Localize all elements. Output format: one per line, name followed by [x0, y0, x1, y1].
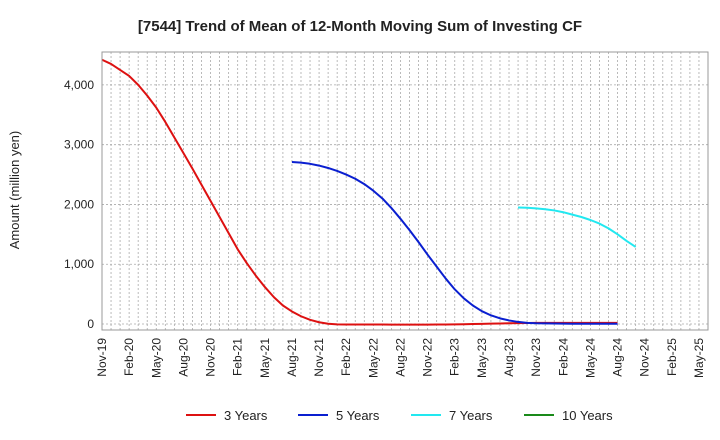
x-tick-label: Feb-24	[556, 338, 570, 376]
x-tick-label: Feb-21	[231, 338, 245, 376]
series-line-3-years	[101, 58, 618, 326]
x-tick-label: May-23	[475, 338, 489, 378]
y-axis-label: Amount (million yen)	[7, 131, 22, 250]
legend: 3 Years 5 Years 7 Years 10 Years	[186, 408, 613, 423]
x-tick-label: Nov-24	[638, 338, 652, 377]
x-tick-label: Aug-24	[611, 338, 625, 377]
x-tick-label: Feb-23	[448, 338, 462, 376]
x-tick-label: May-24	[583, 338, 597, 378]
chart-title: [7544] Trend of Mean of 12-Month Moving …	[138, 18, 582, 35]
x-tick-label: Nov-19	[95, 338, 109, 377]
x-tick-label: Aug-23	[502, 338, 516, 377]
x-tick-label: May-20	[149, 338, 163, 378]
x-tick-labels: Nov-19 Feb-20 May-20 Aug-20 Nov-20 Feb-21 May-…	[95, 338, 706, 378]
y-tick-label: 0	[87, 317, 94, 331]
legend-label: 10 Years	[562, 408, 613, 423]
x-tick-label: Feb-20	[122, 338, 136, 376]
x-tick-label: Nov-22	[421, 338, 435, 377]
x-tick-label: Nov-23	[529, 338, 543, 377]
x-tick-label: Feb-25	[665, 338, 679, 376]
y-tick-label: 1,000	[64, 257, 94, 271]
plot-area-frame	[101, 51, 709, 331]
legend-label: 3 Years	[224, 408, 268, 423]
x-tick-label: Aug-20	[176, 338, 190, 377]
y-tick-labels: 0 1,000 2,000 3,000 4,000	[64, 78, 94, 331]
grid-lines	[102, 52, 708, 330]
series-line-5-years	[291, 161, 618, 325]
x-tick-label: May-21	[258, 338, 272, 378]
y-tick-label: 4,000	[64, 78, 94, 92]
x-tick-label: Aug-22	[393, 338, 407, 377]
legend-label: 5 Years	[336, 408, 380, 423]
x-tick-label: Nov-20	[204, 338, 218, 377]
series-line-7-years	[518, 206, 637, 248]
x-tick-label: Aug-21	[285, 338, 299, 377]
legend-label: 7 Years	[449, 408, 493, 423]
x-tick-label: Feb-22	[339, 338, 353, 376]
x-tick-label: May-25	[692, 338, 706, 378]
series-lines	[101, 58, 637, 326]
y-tick-label: 3,000	[64, 138, 94, 152]
x-tick-label: Nov-21	[312, 338, 326, 377]
y-tick-label: 2,000	[64, 197, 94, 211]
x-tick-label: May-22	[366, 338, 380, 378]
